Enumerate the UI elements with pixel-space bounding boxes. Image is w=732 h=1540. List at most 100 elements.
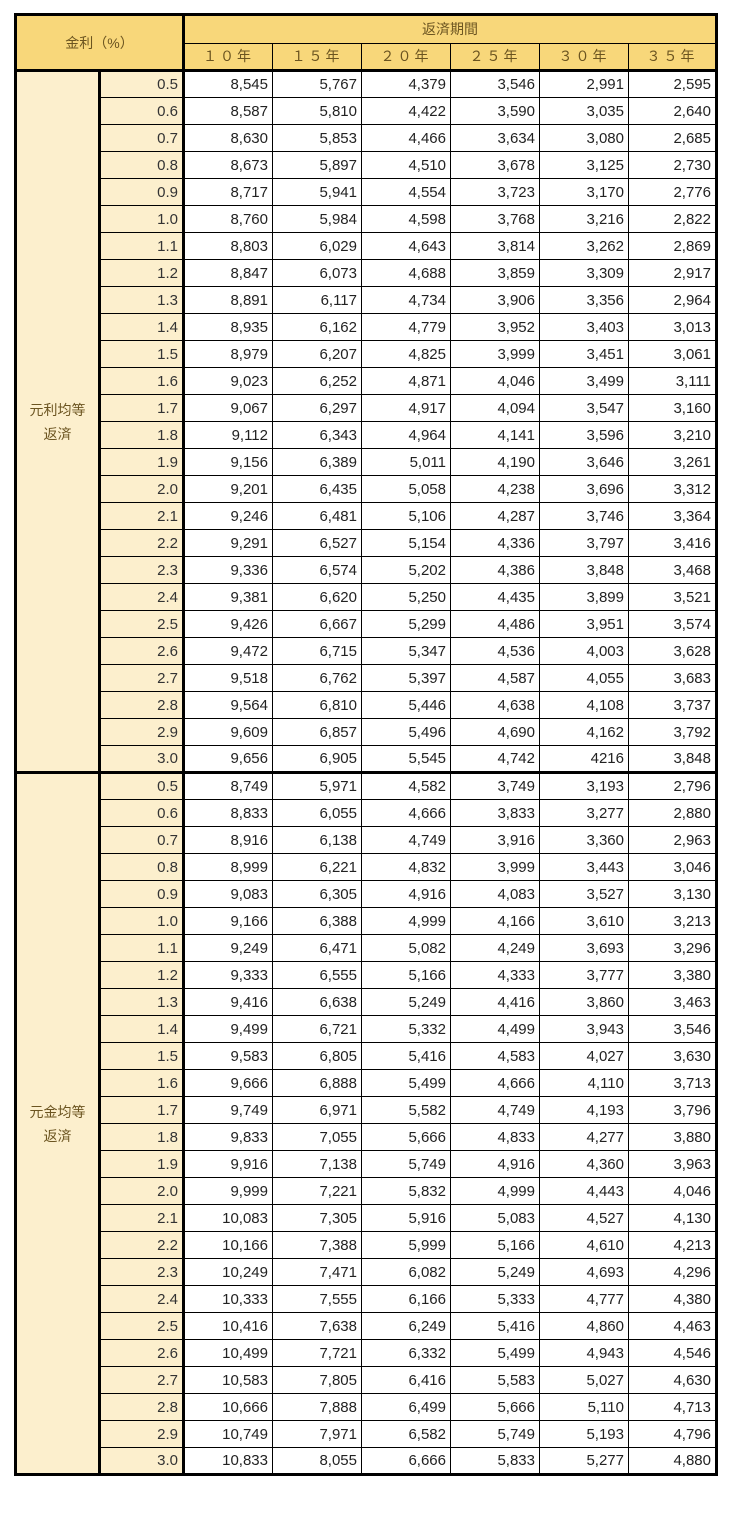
payment-value-cell: 5,058 <box>361 475 451 503</box>
payment-value-cell: 4,110 <box>539 1069 629 1097</box>
table-row: 1.5 9,583 6,805 5,416 4,583 4,027 3,630 <box>16 1042 717 1070</box>
payment-value-cell: 7,721 <box>272 1339 362 1367</box>
payment-value-cell: 5,666 <box>361 1123 451 1151</box>
payment-value-cell: 2,991 <box>539 70 629 98</box>
interest-rate-cell: 2.1 <box>99 502 185 530</box>
payment-value-cell: 6,207 <box>272 340 362 368</box>
interest-rate-cell: 2.4 <box>99 1285 185 1313</box>
payment-value-cell: 3,943 <box>539 1015 629 1043</box>
payment-value-cell: 4,777 <box>539 1285 629 1313</box>
payment-value-cell: 5,496 <box>361 718 451 746</box>
payment-value-cell: 8,916 <box>183 826 273 854</box>
payment-value-cell: 5,110 <box>539 1393 629 1421</box>
payment-value-cell: 3,046 <box>628 853 717 881</box>
payment-value-cell: 8,749 <box>183 771 273 800</box>
payment-value-cell: 9,833 <box>183 1123 273 1151</box>
payment-value-cell: 4,336 <box>450 529 540 557</box>
payment-value-cell: 8,760 <box>183 205 273 233</box>
payment-value-cell: 3,277 <box>539 799 629 827</box>
repayment-method-label: 元利均等 返済 <box>15 70 101 773</box>
interest-rate-cell: 2.7 <box>99 664 185 692</box>
payment-value-cell: 9,166 <box>183 907 273 935</box>
payment-value-cell: 3,723 <box>450 178 540 206</box>
table-row: 2.9 9,609 6,857 5,496 4,690 4,162 3,792 <box>16 718 717 746</box>
payment-value-cell: 3,213 <box>628 907 717 935</box>
table-row: 0.9 9,083 6,305 4,916 4,083 3,527 3,130 <box>16 880 717 908</box>
repayment-method-label: 元金均等 返済 <box>15 771 101 1475</box>
payment-value-cell: 2,964 <box>628 286 717 314</box>
table-row: 2.7 10,583 7,805 6,416 5,583 5,027 4,630 <box>16 1366 717 1394</box>
payment-value-cell: 2,730 <box>628 151 717 179</box>
payment-value-cell: 10,749 <box>183 1420 273 1448</box>
payment-value-cell: 5,832 <box>361 1177 451 1205</box>
table-row: 2.2 10,166 7,388 5,999 5,166 4,610 4,213 <box>16 1231 717 1259</box>
payment-value-cell: 3,356 <box>539 286 629 314</box>
payment-value-cell: 3,777 <box>539 961 629 989</box>
payment-value-cell: 4,779 <box>361 313 451 341</box>
interest-rate-cell: 1.1 <box>99 232 185 260</box>
interest-rate-cell: 2.2 <box>99 529 185 557</box>
interest-rate-cell: 1.9 <box>99 1150 185 1178</box>
payment-value-cell: 5,166 <box>450 1231 540 1259</box>
payment-value-cell: 3,296 <box>628 934 717 962</box>
payment-value-cell: 5,897 <box>272 151 362 179</box>
interest-rate-cell: 1.4 <box>99 1015 185 1043</box>
payment-value-cell: 4,536 <box>450 637 540 665</box>
payment-value-cell: 4,499 <box>450 1015 540 1043</box>
payment-value-cell: 5,416 <box>361 1042 451 1070</box>
payment-value-cell: 4,333 <box>450 961 540 989</box>
payment-value-cell: 4,435 <box>450 583 540 611</box>
payment-value-cell: 6,138 <box>272 826 362 854</box>
payment-value-cell: 3,360 <box>539 826 629 854</box>
payment-value-cell: 3,880 <box>628 1123 717 1151</box>
payment-value-cell: 4,083 <box>450 880 540 908</box>
payment-value-cell: 5,249 <box>361 988 451 1016</box>
payment-value-cell: 6,971 <box>272 1096 362 1124</box>
payment-value-cell: 5,583 <box>450 1366 540 1394</box>
payment-value-cell: 6,555 <box>272 961 362 989</box>
payment-value-cell: 9,583 <box>183 1042 273 1070</box>
payment-value-cell: 9,336 <box>183 556 273 584</box>
interest-rate-cell: 2.9 <box>99 718 185 746</box>
table-row: 2.5 10,416 7,638 6,249 5,416 4,860 4,463 <box>16 1312 717 1340</box>
payment-value-cell: 4,666 <box>450 1069 540 1097</box>
payment-value-cell: 9,564 <box>183 691 273 719</box>
payment-value-cell: 3,646 <box>539 448 629 476</box>
interest-rate-cell: 1.4 <box>99 313 185 341</box>
period-column-header: １０年 <box>182 42 273 72</box>
payment-value-cell: 3,951 <box>539 610 629 638</box>
payment-value-cell: 7,388 <box>272 1231 362 1259</box>
payment-value-cell: 8,055 <box>272 1447 362 1475</box>
payment-value-cell: 8,891 <box>183 286 273 314</box>
payment-value-cell: 6,297 <box>272 394 362 422</box>
payment-value-cell: 4,825 <box>361 340 451 368</box>
table-row: 1.4 9,499 6,721 5,332 4,499 3,943 3,546 <box>16 1015 717 1043</box>
payment-value-cell: 3,546 <box>450 70 540 98</box>
interest-rate-cell: 1.2 <box>99 961 185 989</box>
interest-rate-cell: 2.8 <box>99 691 185 719</box>
payment-value-cell: 3,160 <box>628 394 717 422</box>
payment-value-cell: 4,598 <box>361 205 451 233</box>
method-label-line2: 返済 <box>43 425 72 442</box>
payment-value-cell: 7,971 <box>272 1420 362 1448</box>
payment-value-cell: 4,108 <box>539 691 629 719</box>
payment-value-cell: 5,333 <box>450 1285 540 1313</box>
payment-value-cell: 4,880 <box>628 1447 717 1475</box>
payment-value-cell: 8,630 <box>183 124 273 152</box>
interest-rate-cell: 0.8 <box>99 853 185 881</box>
payment-value-cell: 8,999 <box>183 853 273 881</box>
payment-value-cell: 4,166 <box>450 907 540 935</box>
payment-value-cell: 4,666 <box>361 799 451 827</box>
payment-value-cell: 2,917 <box>628 259 717 287</box>
payment-value-cell: 6,905 <box>272 745 362 773</box>
payment-value-cell: 4,379 <box>361 70 451 98</box>
payment-value-cell: 6,810 <box>272 691 362 719</box>
payment-value-cell: 3,906 <box>450 286 540 314</box>
table-row: 1.8 9,833 7,055 5,666 4,833 4,277 3,880 <box>16 1123 717 1151</box>
payment-value-cell: 9,201 <box>183 475 273 503</box>
payment-value-cell: 7,805 <box>272 1366 362 1394</box>
table-row: 2.8 10,666 7,888 6,499 5,666 5,110 4,713 <box>16 1393 717 1421</box>
table-row: 1.7 9,749 6,971 5,582 4,749 4,193 3,796 <box>16 1096 717 1124</box>
payment-value-cell: 3,683 <box>628 664 717 692</box>
period-column-header: １５年 <box>272 42 362 72</box>
